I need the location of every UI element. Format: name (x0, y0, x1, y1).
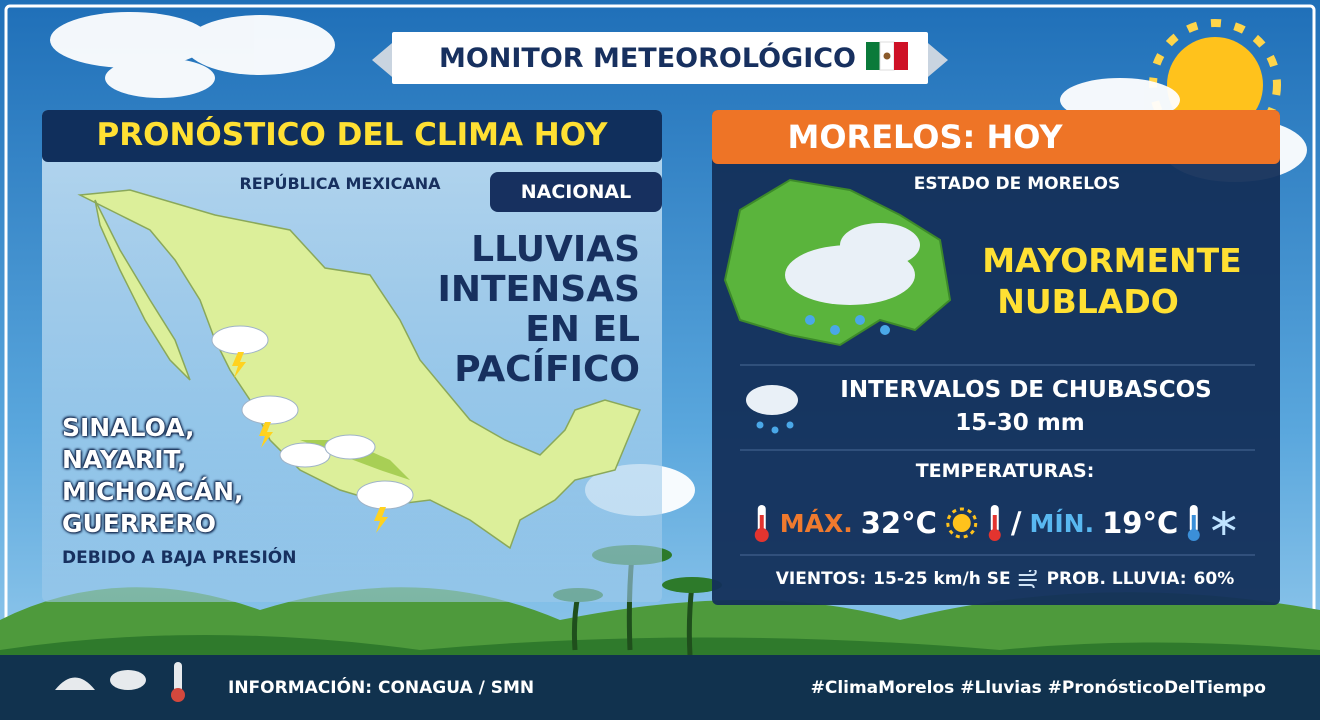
state: GUERRERO (62, 509, 216, 538)
min-label: MÍN. (1029, 508, 1095, 538)
wind-icon (1018, 570, 1037, 588)
max-label: MÁX. (779, 508, 853, 538)
state: MICHOACÁN, (62, 477, 244, 506)
rain-probability-label: PROB. LLUVIA: (1046, 569, 1187, 589)
temperatures-label: TEMPERATURAS: (915, 460, 1095, 482)
thermometer-icon (988, 505, 1001, 541)
separator: / (1010, 506, 1022, 540)
right-title: MORELOS: HOY (787, 118, 1063, 156)
wind-value: 15-25 km/h SE (873, 569, 1011, 589)
left-title: PRONÓSTICO DEL CLIMA HOY (96, 117, 608, 153)
source: INFORMACIÓN: CONAGUA / SMN (228, 678, 535, 698)
headline-line: PACÍFICO (454, 349, 640, 390)
condition-line: NUBLADO (997, 282, 1179, 321)
headline-line: LLUVIAS (471, 229, 640, 270)
condition-line: MAYORMENTE (982, 241, 1242, 280)
wind-label: VIENTOS: (775, 569, 867, 589)
snowflake-icon (1212, 511, 1236, 535)
sun-icon (946, 507, 978, 539)
rain-label: INTERVALOS DE CHUBASCOS (840, 377, 1212, 403)
header-title: MONITOR METEOROLÓGICO (438, 43, 857, 74)
right-subtitle: ESTADO DE MORELOS (913, 174, 1121, 194)
min-value: 19°C (1102, 506, 1179, 540)
state: SINALOA, (62, 413, 195, 442)
state: NAYARIT, (62, 445, 187, 474)
thermometer-icon (1188, 505, 1201, 541)
headline-line: INTENSAS (437, 269, 640, 310)
hashtags: #ClimaMorelos #Lluvias #PronósticoDelTie… (810, 678, 1266, 698)
thermometer-icon (754, 505, 769, 542)
left-subtitle: REPÚBLICA MEXICANA (239, 174, 441, 193)
max-value: 32°C (860, 506, 937, 540)
rain-amount: 15-30 mm (955, 410, 1085, 436)
note: DEBIDO A BAJA PRESIÓN (62, 548, 297, 568)
badge: NACIONAL (520, 181, 632, 203)
temperature-row: MÁX. 32°C / MÍN. 19°C (752, 503, 1238, 543)
wind-row: VIENTOS: 15-25 km/h SE PROB. LLUVIA: 60% (776, 569, 1234, 589)
rain-probability-value: 60% (1193, 569, 1235, 589)
headline-line: EN EL (525, 309, 640, 350)
